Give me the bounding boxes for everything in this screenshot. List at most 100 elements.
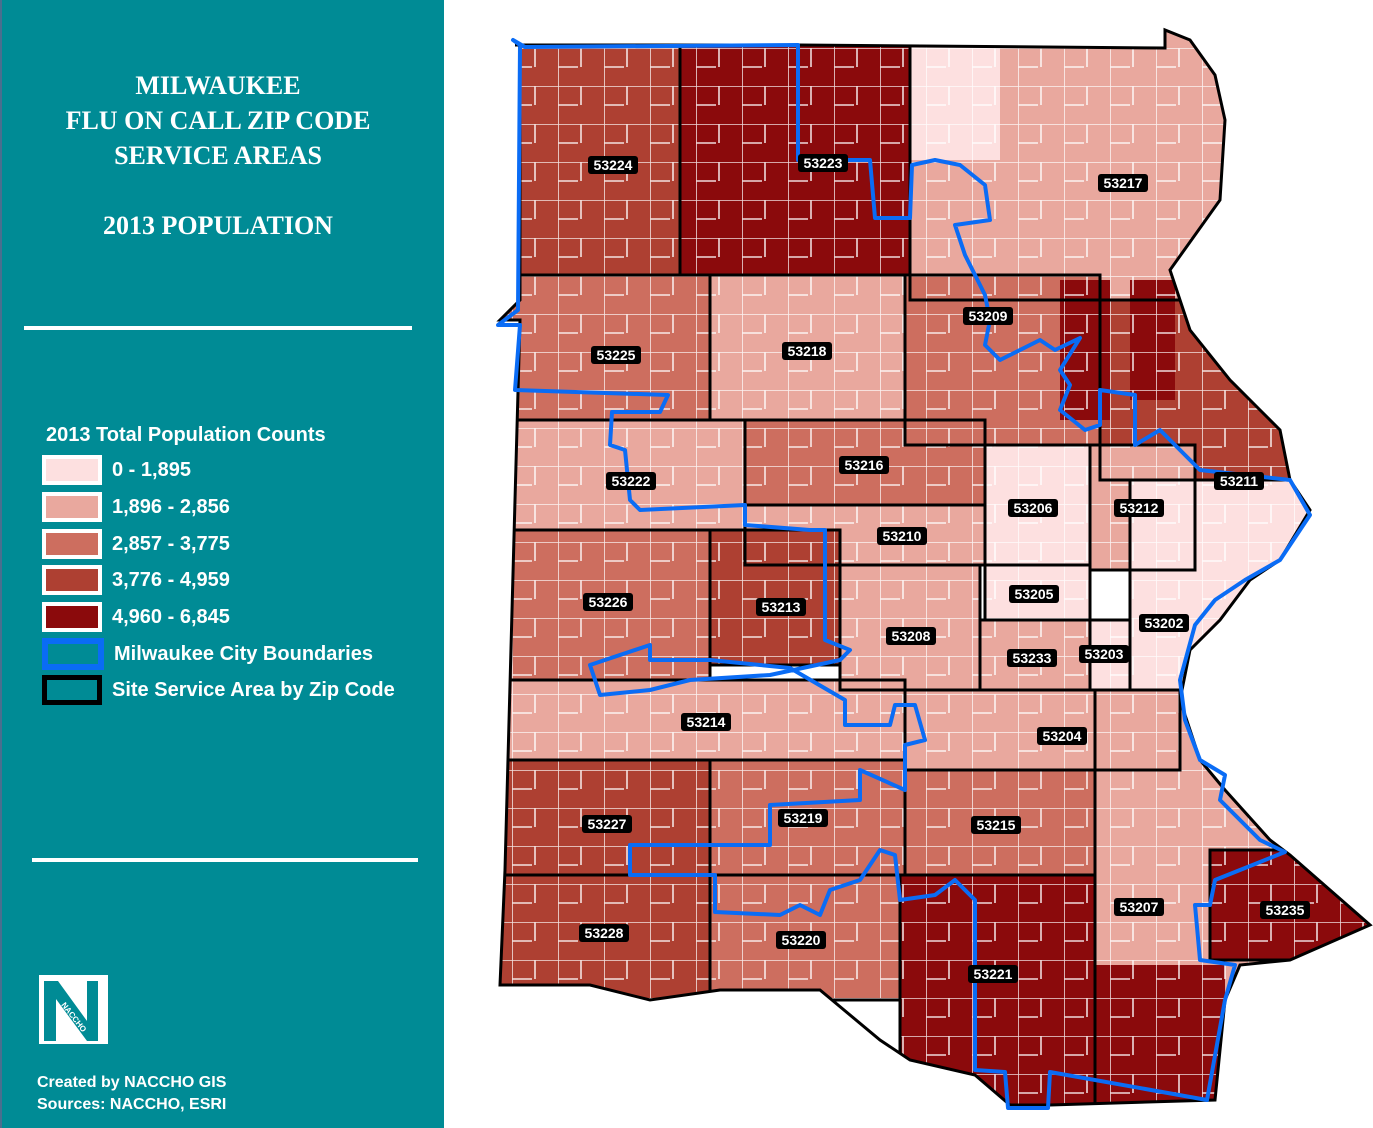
zip-label-background	[583, 593, 633, 611]
map-title-line-1: MILWAUKEE	[135, 71, 301, 100]
zip-label-text: 53227	[588, 816, 627, 832]
zip-label-53226: 53226	[583, 593, 633, 611]
legend-swatch	[42, 529, 102, 559]
naccho-logo: NACCHO	[39, 975, 108, 1044]
zip-label-background	[1260, 901, 1310, 919]
zip-label-background	[582, 815, 632, 833]
zip-label-text: 53212	[1120, 500, 1159, 516]
legend-label: 0 - 1,895	[112, 458, 191, 481]
zip-label-background	[1139, 614, 1189, 632]
legend-label: 4,960 - 6,845	[112, 605, 230, 628]
zip-label-53227: 53227	[582, 815, 632, 833]
zip-label-53209: 53209	[963, 307, 1013, 325]
zip-label-background	[579, 924, 629, 942]
zip-label-53222: 53222	[606, 472, 656, 490]
zip-label-text: 53219	[784, 810, 823, 826]
legend-item-zip-boundary: Site Service Area by Zip Code	[42, 673, 395, 707]
zip-label-background	[756, 598, 806, 616]
zip-label-background	[1009, 585, 1059, 603]
zip-label-background	[1079, 645, 1129, 663]
zip-label-53220: 53220	[776, 931, 826, 949]
zip-label-53205: 53205	[1009, 585, 1059, 603]
zip-label-text: 53220	[782, 932, 821, 948]
zip-label-text: 53235	[1266, 902, 1305, 918]
zip-label-background	[877, 527, 927, 545]
legend-swatch	[42, 492, 102, 522]
legend-label: Site Service Area by Zip Code	[112, 678, 395, 701]
zip-code-labels: 53224 53223 53217 53225 53218 53209 53211 53222…	[579, 154, 1310, 983]
zip-label-text: 53228	[585, 925, 624, 941]
zip-label-background	[1037, 727, 1087, 745]
zip-label-background	[778, 809, 828, 827]
zip-label-text: 53215	[977, 817, 1016, 833]
zip-label-text: 53206	[1014, 500, 1053, 516]
zip-label-text: 53203	[1085, 646, 1124, 662]
zip-label-53225: 53225	[591, 346, 641, 364]
legend-swatch	[42, 602, 102, 632]
divider	[32, 858, 418, 862]
zip-label-53212: 53212	[1114, 499, 1164, 517]
zip-label-53204: 53204	[1037, 727, 1087, 745]
zip-label-background	[1114, 499, 1164, 517]
zip-label-background	[588, 156, 638, 174]
zip-label-text: 53213	[762, 599, 801, 615]
credit-sources: Sources: NACCHO, ESRI	[37, 1096, 227, 1113]
zip-label-53221: 53221	[968, 965, 1018, 983]
zip-label-53223: 53223	[798, 154, 848, 172]
county-outline	[496, 27, 1373, 1107]
zip-label-background	[1098, 174, 1148, 192]
zip-label-text: 53204	[1043, 728, 1082, 744]
zip-label-text: 53202	[1145, 615, 1184, 631]
zip-label-background	[839, 456, 889, 474]
zip-label-background	[886, 627, 936, 645]
zip-label-text: 53211	[1220, 473, 1258, 489]
map-title-line-2: FLU ON CALL ZIP CODE	[65, 106, 371, 135]
legend-item-city-boundary: Milwaukee City Boundaries	[42, 637, 373, 671]
zip-label-53216: 53216	[839, 456, 889, 474]
zip-label-background	[591, 346, 641, 364]
zip-label-text: 53210	[883, 528, 922, 544]
legend-label: Milwaukee City Boundaries	[114, 642, 373, 665]
zip-label-53233: 53233	[1007, 649, 1057, 667]
legend-item-class-1: 0 - 1,895	[42, 453, 191, 487]
zip-label-text: 53223	[804, 155, 843, 171]
legend-title: 2013 Total Population Counts	[46, 424, 326, 446]
zip-label-53213: 53213	[756, 598, 806, 616]
zip-label-53228: 53228	[579, 924, 629, 942]
legend-label: 3,776 - 4,959	[112, 568, 230, 591]
zip-label-text: 53218	[788, 343, 827, 359]
legend-item-class-3: 2,857 - 3,775	[42, 527, 230, 561]
divider	[24, 326, 412, 330]
legend-label: 2,857 - 3,775	[112, 532, 230, 555]
legend-item-class-2: 1,896 - 2,856	[42, 490, 230, 524]
legend-swatch-black-outline	[42, 675, 102, 705]
zip-label-53203: 53203	[1079, 645, 1129, 663]
zip-label-background	[1008, 499, 1058, 517]
zip-label-text: 53217	[1104, 175, 1143, 191]
zip-label-text: 53205	[1015, 586, 1054, 602]
zip-label-background	[798, 154, 848, 172]
zip-label-background	[782, 342, 832, 360]
legend-item-class-5: 4,960 - 6,845	[42, 600, 230, 634]
zip-label-text: 53226	[589, 594, 628, 610]
zip-label-53224: 53224	[588, 156, 638, 174]
credit-created-by: Created by NACCHO GIS	[37, 1074, 227, 1091]
legend-swatch-blue-outline	[42, 638, 104, 670]
legend-swatch	[42, 455, 102, 485]
zip-label-53219: 53219	[778, 809, 828, 827]
map-title-line-3: SERVICE AREAS	[114, 141, 322, 170]
zip-label-53206: 53206	[1008, 499, 1058, 517]
zip-label-53211: 53211	[1214, 472, 1264, 490]
zip-label-background	[1214, 472, 1264, 490]
zip-boundary-53212	[1088, 443, 1197, 572]
zip-label-text: 53207	[1120, 899, 1159, 915]
zip-label-53218: 53218	[782, 342, 832, 360]
zip-label-background	[1114, 898, 1164, 916]
zip-label-text: 53224	[594, 157, 633, 173]
zip-label-53214: 53214	[681, 713, 731, 731]
legend-swatch	[42, 565, 102, 595]
zip-label-background	[968, 965, 1018, 983]
zip-label-text: 53233	[1013, 650, 1052, 666]
milwaukee-city-boundary	[496, 38, 1312, 1110]
zip-label-text: 53222	[612, 473, 651, 489]
